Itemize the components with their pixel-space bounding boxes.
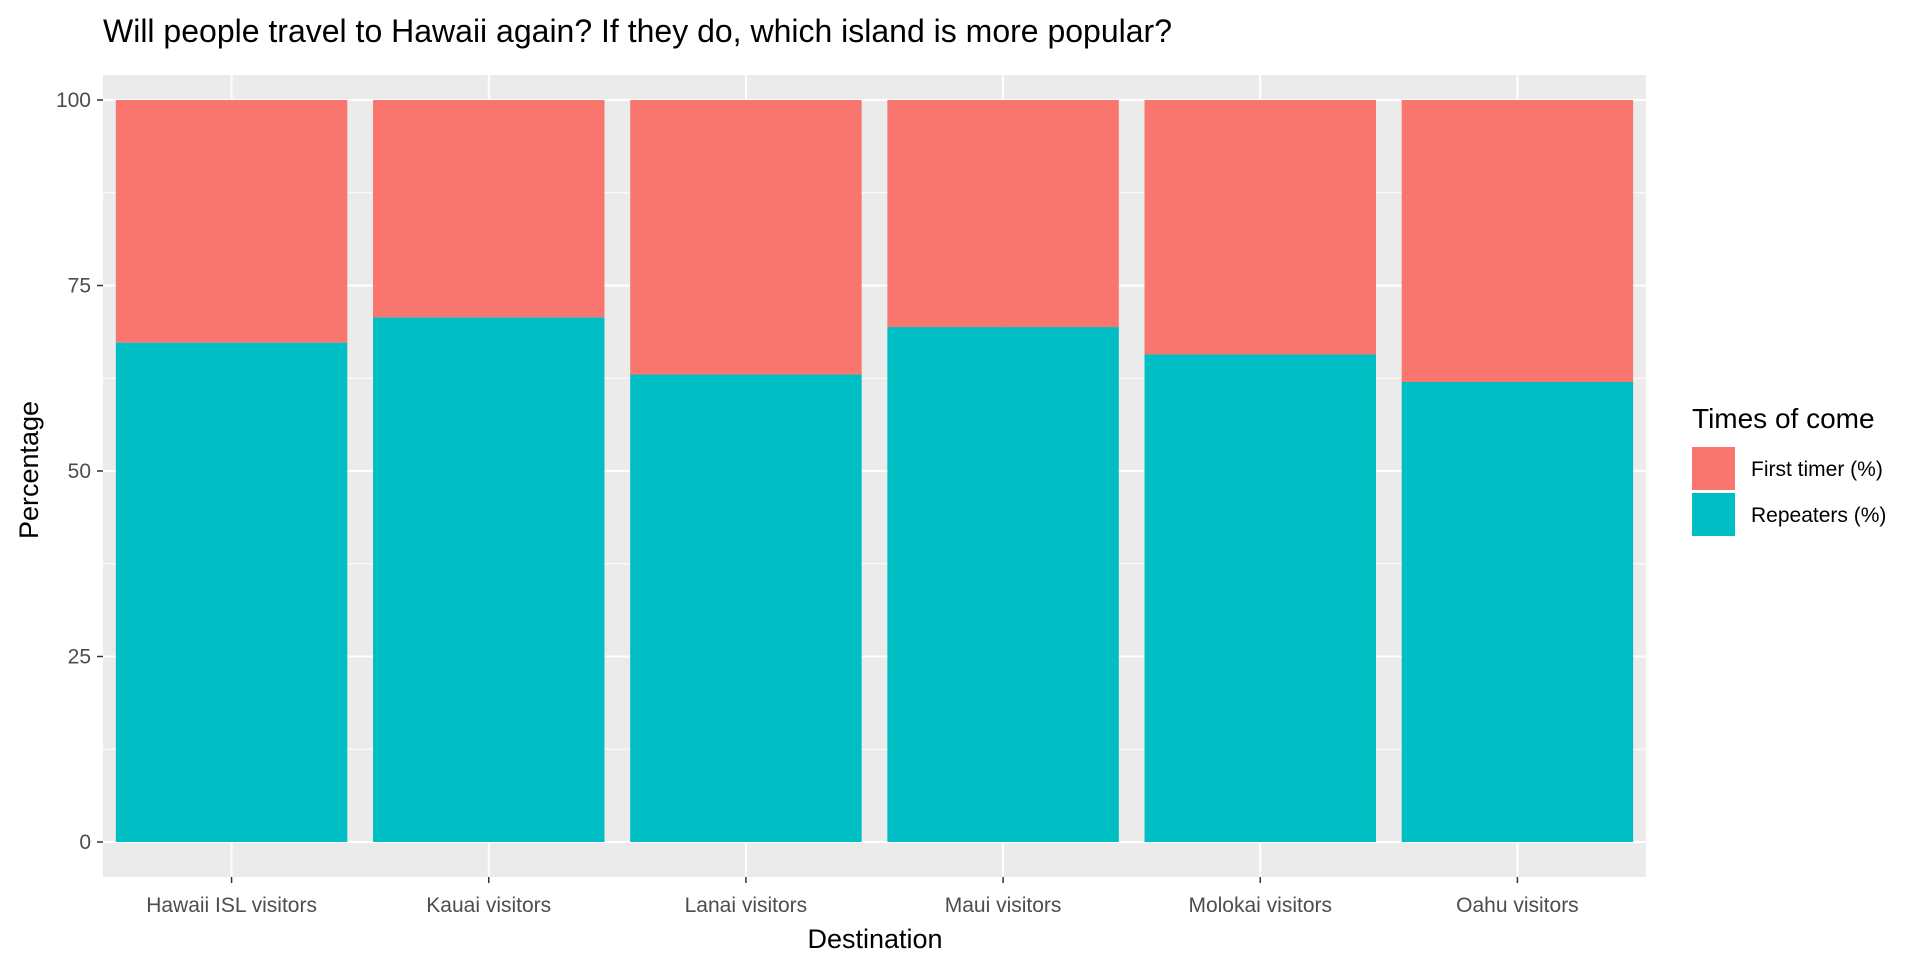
bars — [115, 100, 1634, 842]
chart-title: Will people travel to Hawaii again? If t… — [103, 13, 1172, 49]
bar-segment — [373, 317, 605, 842]
bar-segment — [115, 342, 348, 842]
bar-segment — [1144, 100, 1376, 355]
y-axis: 0 25 50 75 100 — [56, 89, 103, 854]
x-tick-label: Hawaii ISL visitors — [146, 894, 317, 917]
y-tick-label: 50 — [68, 460, 91, 483]
y-tick-label: 100 — [56, 89, 91, 112]
x-tick-label: Maui visitors — [945, 894, 1062, 917]
legend-title: Times of come — [1692, 403, 1875, 434]
bar-segment — [630, 100, 862, 375]
bar-segment — [1401, 381, 1634, 842]
bar-segment — [887, 100, 1119, 328]
legend-label: First timer (%) — [1751, 458, 1883, 481]
x-tick-label: Lanai visitors — [685, 894, 808, 917]
bar-segment — [373, 100, 605, 318]
y-tick-label: 0 — [79, 831, 91, 854]
x-tick-label: Molokai visitors — [1188, 894, 1332, 917]
bar-segment — [887, 327, 1119, 842]
x-tick-label: Kauai visitors — [426, 894, 551, 917]
bar-segment — [630, 374, 862, 842]
x-tick-label: Oahu visitors — [1456, 894, 1579, 917]
plot-panel — [103, 75, 1646, 877]
y-axis-title: Percentage — [14, 401, 44, 539]
legend-swatch — [1692, 447, 1735, 490]
y-tick-label: 75 — [68, 275, 91, 298]
legend-label: Repeaters (%) — [1751, 504, 1886, 527]
bar-segment — [115, 100, 348, 343]
y-tick-label: 25 — [68, 646, 91, 669]
bar-segment — [1401, 100, 1634, 382]
x-axis: Hawaii ISL visitors Kauai visitors Lanai v… — [146, 877, 1579, 917]
legend: Times of come First timer (%) Repeaters (… — [1692, 403, 1886, 536]
bar-segment — [1144, 354, 1376, 842]
x-axis-title: Destination — [807, 924, 942, 954]
legend-swatch — [1692, 493, 1735, 536]
